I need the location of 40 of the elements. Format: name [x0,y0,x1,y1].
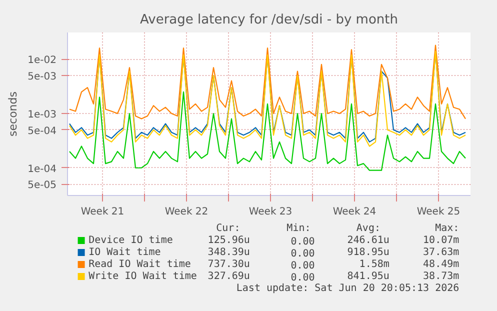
line-series [68,91,466,171]
text: Avg: [356,223,381,234]
x-tick-label: Week 21 [80,206,124,218]
y-tick-label: 1e-04 [28,164,57,175]
line-series [68,44,466,120]
y-tick-label: 5e-03 [28,72,57,83]
text: 0.00 [290,236,315,248]
text: 38.73m [423,271,460,282]
text: 48.49m [423,259,460,270]
legend-label: Device IO time [88,235,173,246]
text: 125.96u [208,235,250,246]
x-tick-label: Week 24 [332,206,376,218]
text: 0.00 [290,260,315,272]
y-tick-label: 5e-05 [28,180,57,192]
y-tick-label: 5e-04 [28,126,57,137]
text: 246.61u [347,235,390,246]
x-tick-label: Week 23 [248,206,292,218]
legend-label: Read IO Wait time [88,259,191,270]
text: Last update: Sat Jun 20 20:05:13 2026 [236,283,460,294]
text: 348.39u [208,247,250,258]
chart-title: Average latency for /dev/sdi - by month [140,12,398,28]
text: Min: [286,223,311,234]
text: 1.58m [359,259,390,270]
text: 37.63m [423,247,460,258]
text: 841.95u [347,271,390,282]
text: 918.95u [347,247,390,258]
text: Cur: [216,223,240,234]
x-tick-label: Week 22 [164,206,208,218]
text: 0.00 [290,248,315,260]
text: 0.00 [290,272,315,284]
x-tick-label: Week 25 [416,206,460,218]
text: 10.07m [423,235,460,246]
legend-label: Write IO Wait time [88,271,197,282]
y-axis-title: seconds [6,91,20,136]
text: 327.69u [208,271,250,282]
text: Max: [435,223,460,234]
y-tick-label: 1e-03 [28,110,57,121]
y-tick-label: 1e-02 [28,55,57,66]
text: 737.30u [208,259,250,270]
legend-label: IO Wait time [88,247,161,258]
